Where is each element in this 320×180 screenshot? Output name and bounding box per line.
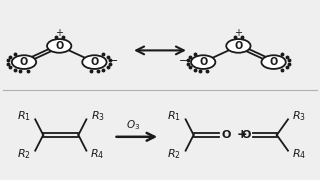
Text: $R_1$: $R_1$	[167, 109, 181, 123]
Text: $R_3$: $R_3$	[91, 109, 105, 123]
Circle shape	[226, 39, 251, 53]
Text: +: +	[55, 28, 63, 38]
Circle shape	[12, 55, 36, 69]
Text: O: O	[234, 41, 243, 51]
Text: O: O	[90, 57, 99, 67]
Text: O: O	[221, 130, 231, 140]
Circle shape	[191, 55, 215, 69]
Circle shape	[82, 55, 107, 69]
Text: O: O	[55, 41, 63, 51]
Text: −: −	[179, 56, 189, 66]
Text: $O_3$: $O_3$	[126, 118, 140, 132]
Circle shape	[47, 39, 71, 53]
Text: O: O	[199, 57, 207, 67]
Text: O: O	[20, 57, 28, 67]
Text: $R_2$: $R_2$	[167, 147, 181, 161]
Text: O: O	[241, 130, 251, 140]
Text: O: O	[269, 57, 278, 67]
Text: $R_4$: $R_4$	[91, 147, 105, 161]
Text: +: +	[234, 28, 243, 38]
Text: $R_1$: $R_1$	[17, 109, 31, 123]
Text: $R_2$: $R_2$	[17, 147, 31, 161]
Text: −: −	[109, 56, 118, 66]
Circle shape	[261, 55, 286, 69]
Text: $R_4$: $R_4$	[292, 147, 306, 161]
Text: +: +	[236, 129, 247, 141]
Text: $R_3$: $R_3$	[292, 109, 306, 123]
